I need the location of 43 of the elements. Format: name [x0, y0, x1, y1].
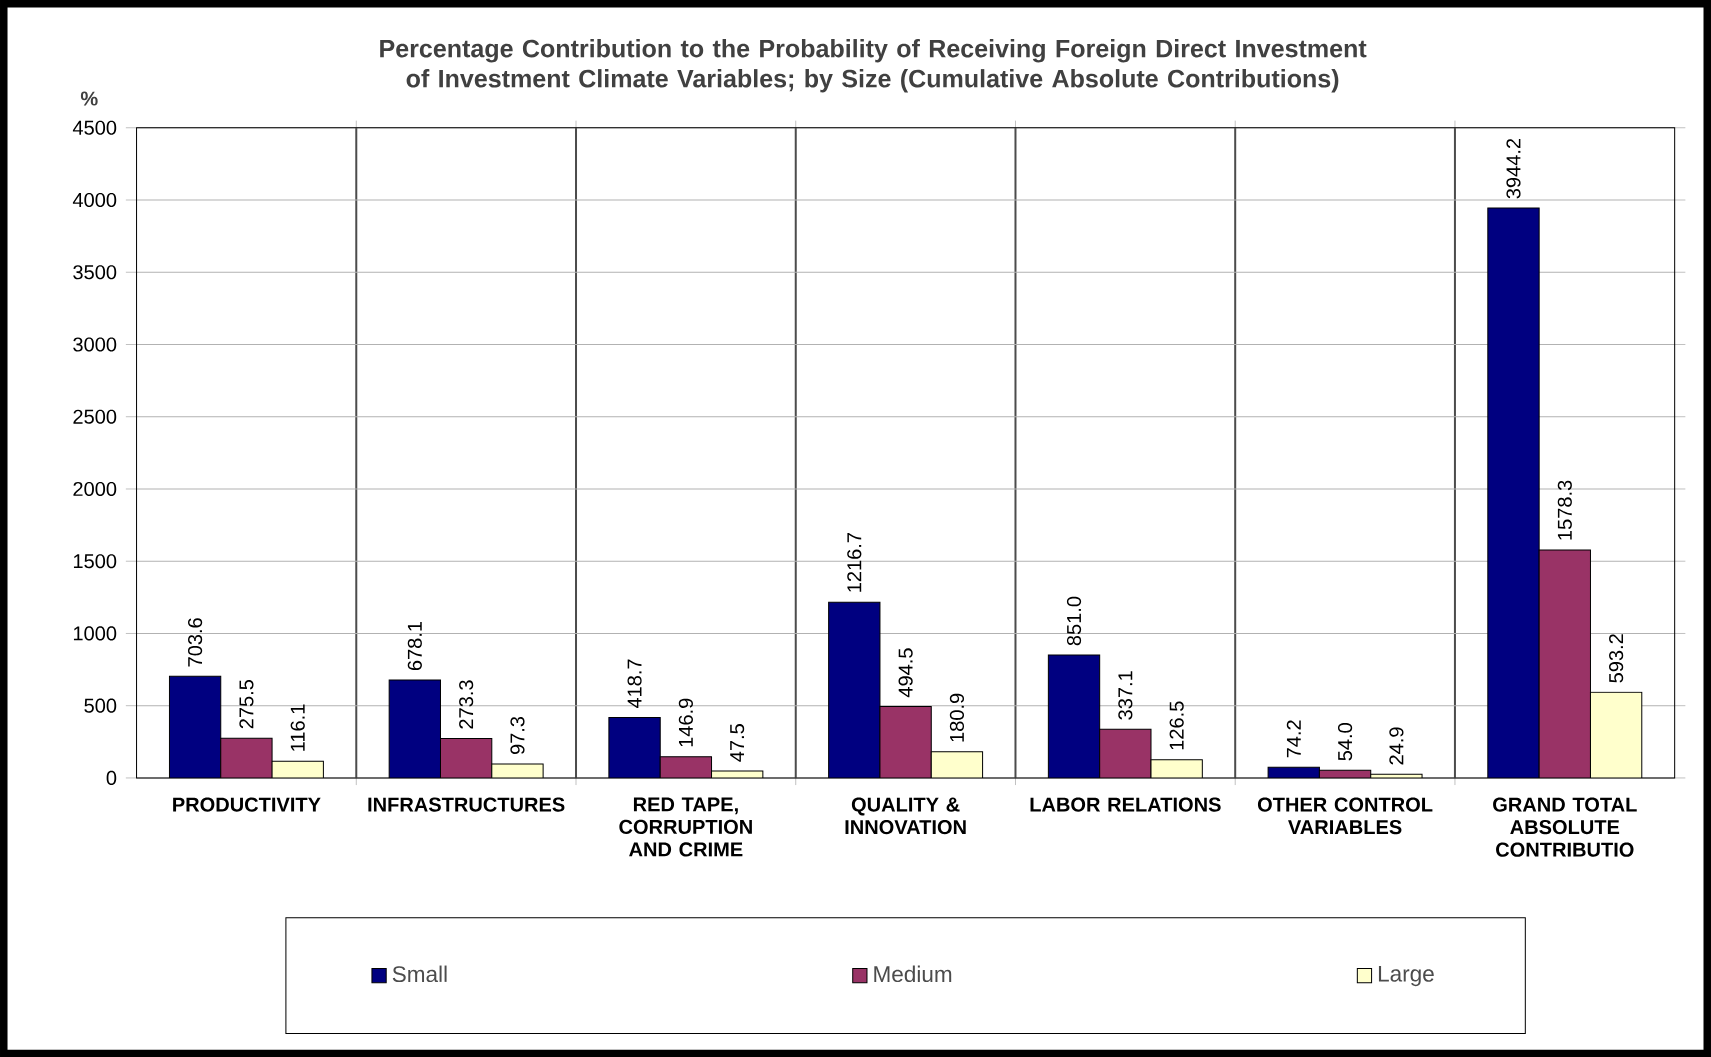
legend-label: Small: [392, 965, 447, 982]
legend-label: Medium: [874, 965, 952, 982]
data-label: 703.6: [188, 617, 203, 667]
data-label: 1216.7: [847, 532, 862, 592]
x-tick-label: RED TAPE, CORRUPTION AND CRIME: [619, 797, 752, 857]
data-label: 418.7: [627, 659, 642, 708]
data-label: 126.5: [1169, 701, 1184, 750]
x-tick-label: GRAND TOTAL ABSOLUTE CONTRIBUTIO: [1493, 797, 1637, 857]
data-label: 24.9: [1389, 727, 1404, 765]
data-label: 851.0: [1066, 596, 1082, 646]
y-tick-label: 1000: [73, 626, 117, 641]
data-label: 180.9: [949, 693, 965, 742]
y-tick-label: 0: [106, 770, 117, 785]
data-label: 593.2: [1609, 634, 1624, 683]
data-label: 97.3: [510, 716, 525, 754]
data-label: 1578.3: [1557, 480, 1572, 540]
legend-label: Large: [1378, 965, 1434, 986]
y-tick-label: 3500: [73, 264, 117, 280]
data-label: 146.9: [678, 698, 693, 747]
y-tick-label: 2500: [73, 409, 117, 424]
data-label: 116.1: [290, 704, 305, 751]
data-label: 494.5: [898, 648, 913, 697]
data-label: 273.3: [459, 680, 474, 729]
x-tick-label: INFRASTRUCTURES: [368, 797, 565, 812]
data-label: 3944.2: [1506, 138, 1521, 199]
data-label: 74.2: [1286, 720, 1301, 758]
y-tick-label: 2000: [73, 481, 117, 496]
data-label: 337.1: [1118, 671, 1133, 720]
y-axis-title: %: [80, 91, 98, 106]
y-tick-label: 3000: [73, 337, 117, 352]
data-label: 54.0: [1337, 722, 1353, 761]
data-label: 47.5: [730, 723, 745, 762]
chart-title: Percentage Contribution to the Probability of Receiving Foreign Direct Investment of Investment Climate Variables; by Size (Cumulative Absolute Contributions): [380, 38, 1367, 93]
data-label: 275.5: [239, 679, 254, 729]
y-tick-label: 4000: [72, 192, 117, 207]
x-tick-label: OTHER CONTROL VARIABLES: [1257, 797, 1433, 835]
y-tick-label: 4500: [72, 120, 117, 135]
x-tick-label: PRODUCTIVITY: [173, 797, 321, 812]
y-tick-label: 1500: [73, 553, 117, 569]
y-tick-label: 500: [84, 698, 117, 713]
data-label: 678.1: [407, 621, 422, 670]
x-tick-label: LABOR RELATIONS: [1030, 797, 1221, 812]
x-tick-label: QUALITY & INNOVATION: [845, 797, 966, 835]
